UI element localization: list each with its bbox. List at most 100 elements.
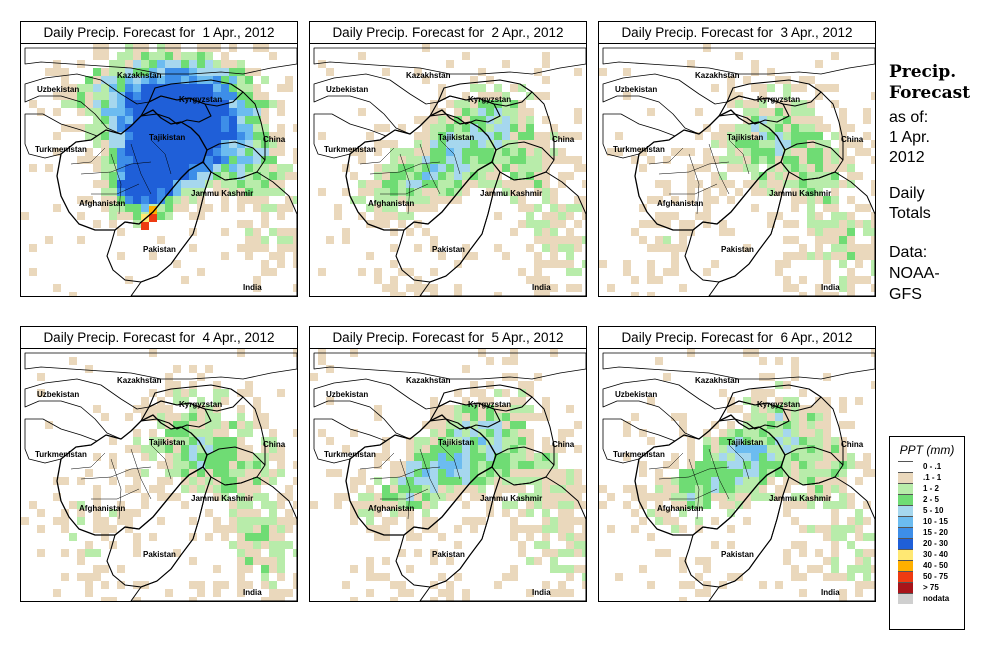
precip-cell [237, 589, 245, 597]
precip-cell [277, 164, 285, 172]
precip-cell [518, 381, 526, 389]
precip-cell [470, 252, 478, 260]
precip-cell [815, 565, 823, 573]
precip-cell [189, 437, 197, 445]
country-label-china: China [841, 440, 864, 449]
precip-cell [574, 565, 582, 573]
precip-cell [703, 477, 711, 485]
precip-cell [735, 132, 743, 140]
precip-cell [310, 501, 318, 509]
precip-cell [253, 180, 261, 188]
precip-cell [318, 60, 326, 68]
precip-cell [77, 236, 85, 244]
precip-cell [550, 212, 558, 220]
precip-cell [542, 212, 550, 220]
precip-cell [679, 493, 687, 501]
precip-cell [173, 116, 181, 124]
precip-cell [261, 260, 269, 268]
precip-cell [783, 445, 791, 453]
precip-cell [430, 485, 438, 493]
precip-cell [358, 509, 366, 517]
precip-cell [165, 204, 173, 212]
precip-cell [269, 437, 277, 445]
precip-cell [157, 84, 165, 92]
country-label-india: India [821, 283, 840, 292]
precip-cell [639, 485, 647, 493]
precip-cell [406, 589, 414, 597]
precip-cell [599, 260, 607, 268]
precip-cells [599, 349, 875, 601]
precip-cell [205, 204, 213, 212]
precip-cell [414, 204, 422, 212]
precip-cell [510, 148, 518, 156]
precip-cell [703, 212, 711, 220]
precip-cell [245, 445, 253, 453]
precip-cell [510, 196, 518, 204]
country-label-pakistan: Pakistan [432, 550, 465, 559]
precip-cell [687, 220, 695, 228]
precip-cell [149, 413, 157, 421]
precip-cell [719, 461, 727, 469]
precip-cell [462, 429, 470, 437]
precip-cell [438, 461, 446, 469]
precip-cell [639, 236, 647, 244]
precip-cell [807, 212, 815, 220]
province-boundary [688, 153, 700, 215]
precip-cell [751, 477, 759, 485]
precip-cell [639, 429, 647, 437]
precip-cell [871, 565, 875, 573]
precip-cell [494, 92, 502, 100]
precip-cell [863, 116, 871, 124]
precip-cell [261, 557, 269, 565]
precip-cell [799, 413, 807, 421]
precip-cell [149, 124, 157, 132]
precip-map: KazakhstanUzbekistanKyrgyzstanTajikistan… [599, 44, 875, 296]
precip-cell [149, 206, 157, 214]
precip-cell [871, 268, 875, 276]
country-label-uzbekistan: Uzbekistan [615, 85, 657, 94]
precip-cell [173, 196, 181, 204]
country-label-india: India [532, 283, 551, 292]
precip-cell [470, 477, 478, 485]
precip-cell [253, 509, 261, 517]
precip-cell [334, 204, 342, 212]
precip-cell [261, 437, 269, 445]
precip-cell [229, 453, 237, 461]
precip-cell [382, 68, 390, 76]
country-label-pakistan: Pakistan [721, 550, 754, 559]
precip-cell [245, 565, 253, 573]
precip-cell [358, 469, 366, 477]
precip-cell [711, 477, 719, 485]
precip-cell [711, 156, 719, 164]
precip-cell [277, 244, 285, 252]
precip-cell [285, 172, 293, 180]
precip-cell [799, 541, 807, 549]
precip-cell [430, 397, 438, 405]
province-boundary [70, 147, 106, 165]
precip-cell [566, 172, 574, 180]
precip-cell [293, 284, 297, 292]
precip-cell [454, 156, 462, 164]
precip-cell [125, 148, 133, 156]
precip-cell [494, 493, 502, 501]
precip-cell [791, 453, 799, 461]
precip-cell [109, 220, 117, 228]
precip-cell [326, 469, 334, 477]
precip-cell [847, 244, 855, 252]
province-boundary [658, 161, 730, 175]
precip-cell [205, 164, 213, 172]
precip-cell [430, 164, 438, 172]
precip-cell [125, 212, 133, 220]
precip-cell [735, 477, 743, 485]
precip-cell [293, 156, 297, 164]
precip-cell [703, 188, 711, 196]
precip-cell [390, 188, 398, 196]
precip-cell [157, 445, 165, 453]
precip-cell [703, 501, 711, 509]
province-boundary [648, 452, 684, 470]
precip-cell [93, 453, 101, 461]
precip-cell [446, 140, 454, 148]
precip-cell [855, 140, 863, 148]
precip-cell [61, 100, 69, 108]
precip-cell [446, 196, 454, 204]
